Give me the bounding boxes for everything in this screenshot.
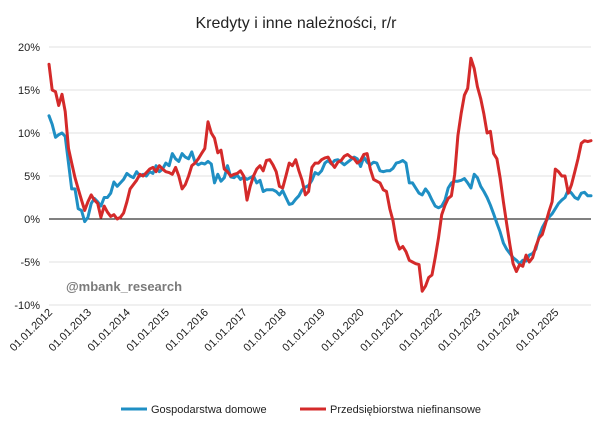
x-axis-ticks: 01.01.201201.01.201301.01.201401.01.2015… bbox=[8, 307, 562, 354]
y-tick-label: 10% bbox=[18, 128, 40, 140]
series-line-companies bbox=[47, 56, 593, 293]
x-tick-label: 01.01.2025 bbox=[514, 307, 561, 354]
watermark: @mbank_research bbox=[66, 279, 182, 294]
y-axis-ticks: 20% 15% 10% 5% 0% -5% -10% bbox=[14, 42, 40, 312]
y-tick-label: -5% bbox=[20, 257, 40, 269]
y-tick-label: 0% bbox=[24, 214, 40, 226]
y-tick-label: -10% bbox=[14, 300, 40, 312]
y-tick-label: 15% bbox=[18, 85, 40, 97]
chart-title: Kredyty i inne należności, r/r bbox=[196, 15, 398, 32]
legend-label-households: Gospodarstwa domowe bbox=[151, 404, 267, 416]
y-tick-label: 5% bbox=[24, 171, 40, 183]
y-tick-label: 20% bbox=[18, 42, 40, 54]
series-lines bbox=[47, 56, 593, 293]
legend: Gospodarstwa domowe Przedsiębiorstwa nie… bbox=[121, 404, 481, 416]
legend-label-companies: Przedsiębiorstwa niefinansowe bbox=[330, 404, 481, 416]
